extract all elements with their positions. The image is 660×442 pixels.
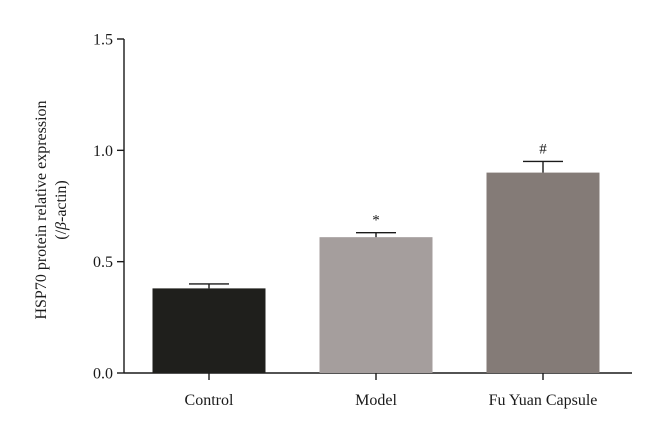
significance-marker: *: [372, 213, 380, 229]
y-axis-unit-greek: β: [53, 222, 70, 231]
x-tick-label: Control: [185, 392, 234, 409]
y-axis-label: HSP70 protein relative expression: [33, 100, 50, 319]
significance-marker: #: [539, 141, 547, 157]
y-axis: 0.0 0.5 1.0 1.5: [93, 32, 125, 383]
bar-model: [319, 237, 433, 373]
y-tick-label: 1.0: [93, 143, 113, 160]
x-tick-label: Fu Yuan Capsule: [489, 392, 598, 409]
x-tick-label: Model: [355, 392, 397, 409]
annotations: *#: [372, 141, 547, 228]
y-axis-unit-prefix: (/: [53, 229, 70, 239]
error-bars: [189, 160, 563, 289]
y-tick-label: 0.0: [93, 366, 113, 383]
y-axis-label-unit: (/β-actin): [53, 180, 70, 240]
y-tick-label: 0.5: [93, 254, 113, 271]
bar-fu-yuan-capsule: [486, 172, 600, 373]
y-axis-unit-suffix: -actin): [53, 180, 70, 222]
bar-control: [152, 288, 266, 373]
x-axis: Control Model Fu Yuan Capsule: [124, 372, 632, 409]
y-tick-label: 1.5: [93, 32, 113, 49]
bars: [152, 172, 600, 373]
